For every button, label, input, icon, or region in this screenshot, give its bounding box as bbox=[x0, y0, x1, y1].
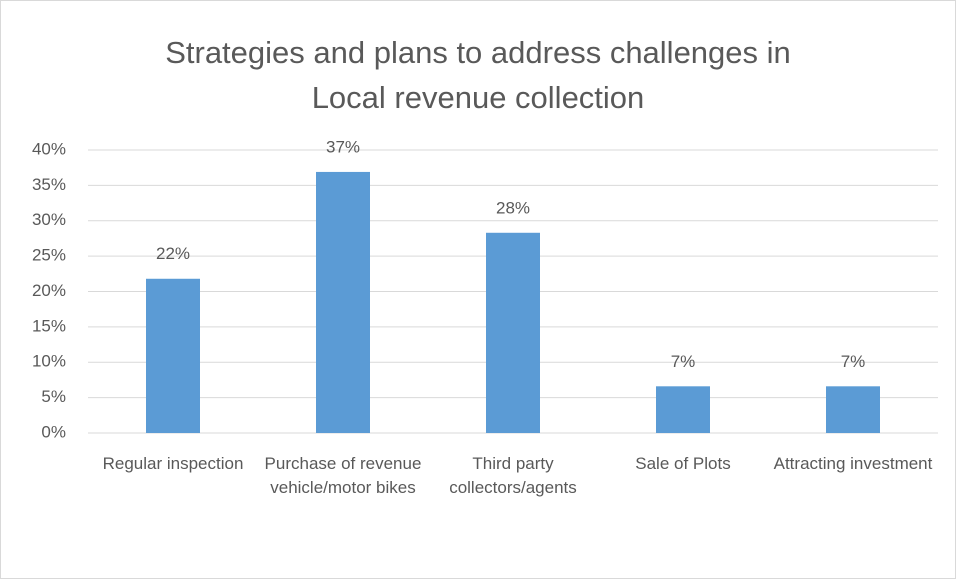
x-tick-label: Regular inspection bbox=[102, 454, 244, 473]
x-tick-label: Purchase of revenue vehicle/motor bikes bbox=[264, 454, 422, 497]
value-label: 28% bbox=[496, 198, 530, 217]
y-tick-label: 5% bbox=[41, 387, 66, 406]
x-tick-label: Sale of Plots bbox=[635, 454, 731, 473]
bar bbox=[656, 386, 710, 433]
bar bbox=[486, 232, 540, 433]
y-tick-label: 25% bbox=[32, 246, 66, 265]
value-label: 7% bbox=[841, 352, 866, 371]
value-label: 22% bbox=[156, 244, 190, 263]
value-label: 7% bbox=[671, 352, 696, 371]
y-tick-label: 35% bbox=[32, 175, 66, 194]
y-tick-label: 20% bbox=[32, 281, 66, 300]
y-tick-label: 0% bbox=[41, 422, 66, 441]
y-tick-label: 40% bbox=[32, 139, 66, 158]
chart-title: Strategies and plans to address challeng… bbox=[165, 35, 791, 115]
y-tick-label: 30% bbox=[32, 210, 66, 229]
x-tick-label: Attracting investment bbox=[773, 454, 933, 473]
bar bbox=[826, 386, 880, 433]
x-tick-label: Third party collectors/agents bbox=[449, 454, 577, 497]
y-tick-label: 10% bbox=[32, 352, 66, 371]
bar bbox=[146, 278, 200, 433]
value-label: 37% bbox=[326, 137, 360, 156]
y-tick-label: 15% bbox=[32, 316, 66, 335]
bar bbox=[316, 171, 370, 433]
